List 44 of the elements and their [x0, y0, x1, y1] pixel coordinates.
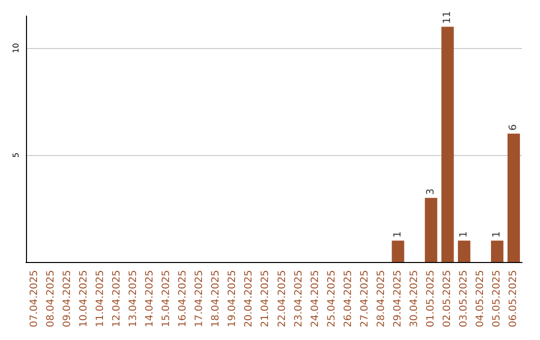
- x-tick-label: 26.04.2025: [342, 270, 354, 328]
- x-tick-label: 10.04.2025: [78, 270, 90, 328]
- x-tick-label: 24.04.2025: [310, 270, 321, 328]
- x-tick-label: 08.04.2025: [45, 270, 56, 328]
- bar: [491, 240, 504, 262]
- data-label: 11: [442, 10, 454, 24]
- x-tick-label: 23.04.2025: [293, 270, 304, 328]
- data-label: 6: [508, 124, 520, 131]
- x-tick-label: 01.05.2025: [426, 270, 437, 328]
- x-tick-label: 07.04.2025: [28, 270, 40, 328]
- y-tick-label: 5: [12, 152, 20, 158]
- x-tick-label: 05.05.2025: [492, 270, 503, 328]
- x-tick-label: 22.04.2025: [276, 270, 288, 328]
- data-label: 3: [426, 188, 437, 195]
- x-tick-label: 14.04.2025: [144, 270, 156, 328]
- x-tick-label: 13.04.2025: [128, 270, 139, 328]
- x-tick-label: 17.04.2025: [194, 270, 206, 328]
- bar: [392, 240, 404, 262]
- x-tick-label: 04.05.2025: [475, 270, 486, 328]
- x-tick-label: 27.04.2025: [359, 270, 370, 328]
- bar: [441, 26, 454, 262]
- x-tick-label: 19.04.2025: [227, 270, 238, 328]
- x-tick-label: 06.05.2025: [508, 270, 520, 328]
- x-tick-label: 21.04.2025: [260, 270, 272, 328]
- data-label: 1: [458, 231, 470, 238]
- x-tick-label: 30.04.2025: [409, 270, 420, 328]
- x-tick-label: 09.04.2025: [62, 270, 73, 328]
- data-label: 1: [392, 231, 404, 238]
- y-tick-label: 10: [12, 42, 20, 54]
- x-tick-label: 18.04.2025: [210, 270, 222, 328]
- x-tick-label: 11.04.2025: [94, 270, 106, 328]
- x-tick-label: 03.05.2025: [458, 270, 470, 328]
- data-label: 1: [492, 231, 503, 238]
- bar: [424, 198, 438, 262]
- bar: [508, 134, 520, 262]
- bar: [458, 240, 470, 262]
- x-tick-label: 25.04.2025: [326, 270, 338, 328]
- x-tick-label: 16.04.2025: [178, 270, 189, 328]
- x-tick-label: 02.05.2025: [442, 270, 454, 328]
- x-tick-label: 15.04.2025: [161, 270, 172, 328]
- x-tick-label: 28.04.2025: [376, 270, 387, 328]
- x-tick-label: 20.04.2025: [244, 270, 255, 328]
- x-tick-label: 29.04.2025: [392, 270, 404, 328]
- x-tick-label: 12.04.2025: [111, 270, 122, 328]
